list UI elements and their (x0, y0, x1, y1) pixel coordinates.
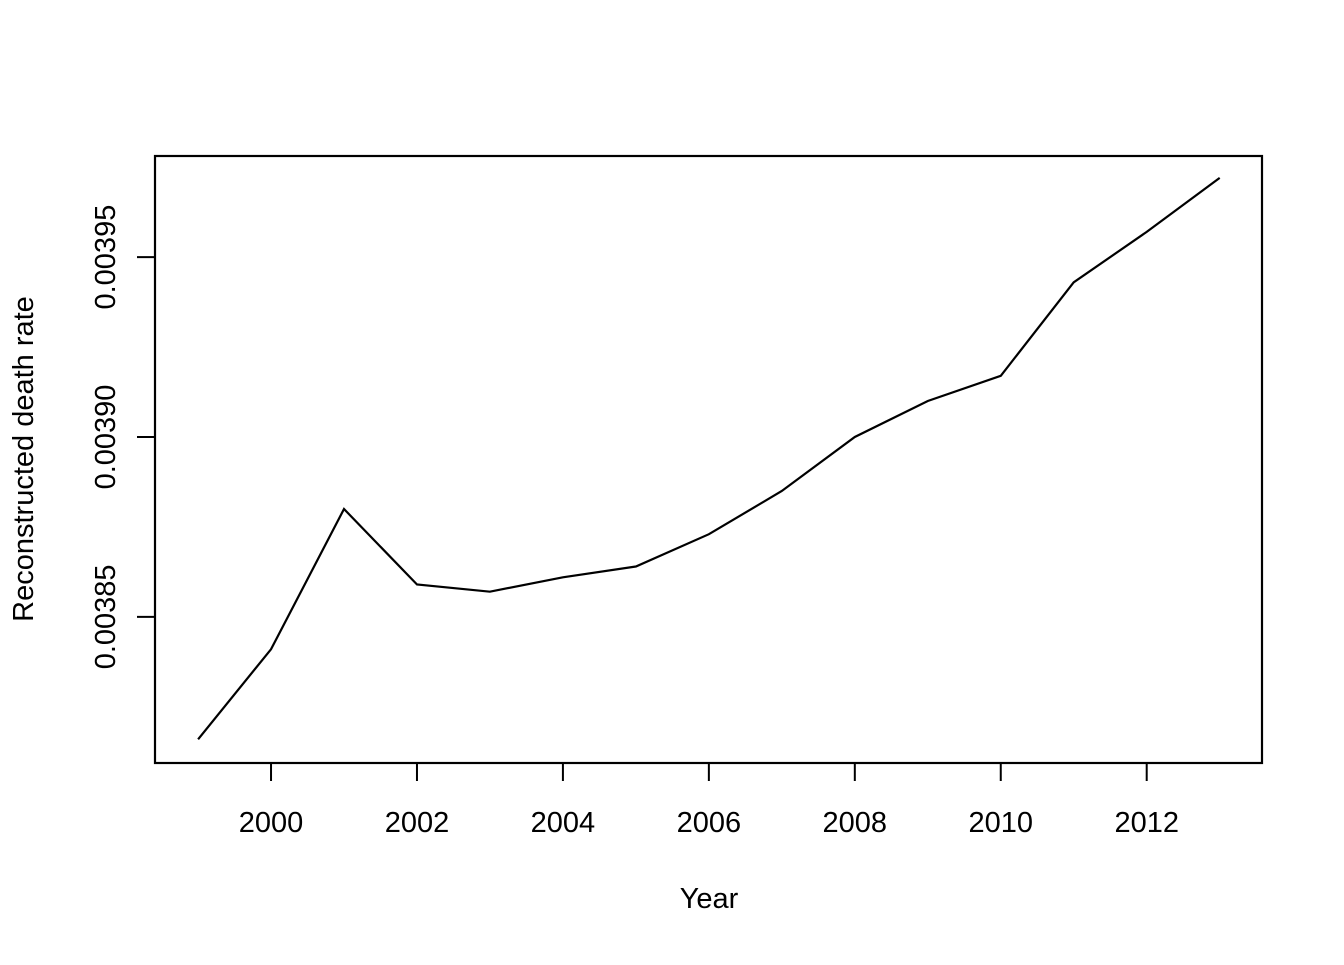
x-axis-ticks: 2000 2002 2004 2006 2008 2010 2012 (239, 763, 1179, 839)
y-tick-label: 0.00385 (90, 564, 122, 669)
x-tick-label: 2000 (239, 807, 304, 839)
x-tick-label: 2004 (531, 807, 596, 839)
x-tick-label: 2012 (1114, 807, 1179, 839)
y-tick-label: 0.00395 (90, 205, 122, 310)
data-line (197, 177, 1221, 740)
y-tick-label: 0.00390 (90, 385, 122, 490)
x-tick-label: 2008 (823, 807, 888, 839)
y-axis-title: Reconstructed death rate (8, 296, 40, 622)
x-tick-label: 2006 (677, 807, 742, 839)
plot-border (153, 154, 1264, 765)
x-axis-title: Year (680, 883, 739, 915)
x-tick-label: 2010 (968, 807, 1033, 839)
x-tick-label: 2002 (385, 807, 450, 839)
y-axis-ticks: 0.00385 0.00390 0.00395 (90, 205, 155, 669)
